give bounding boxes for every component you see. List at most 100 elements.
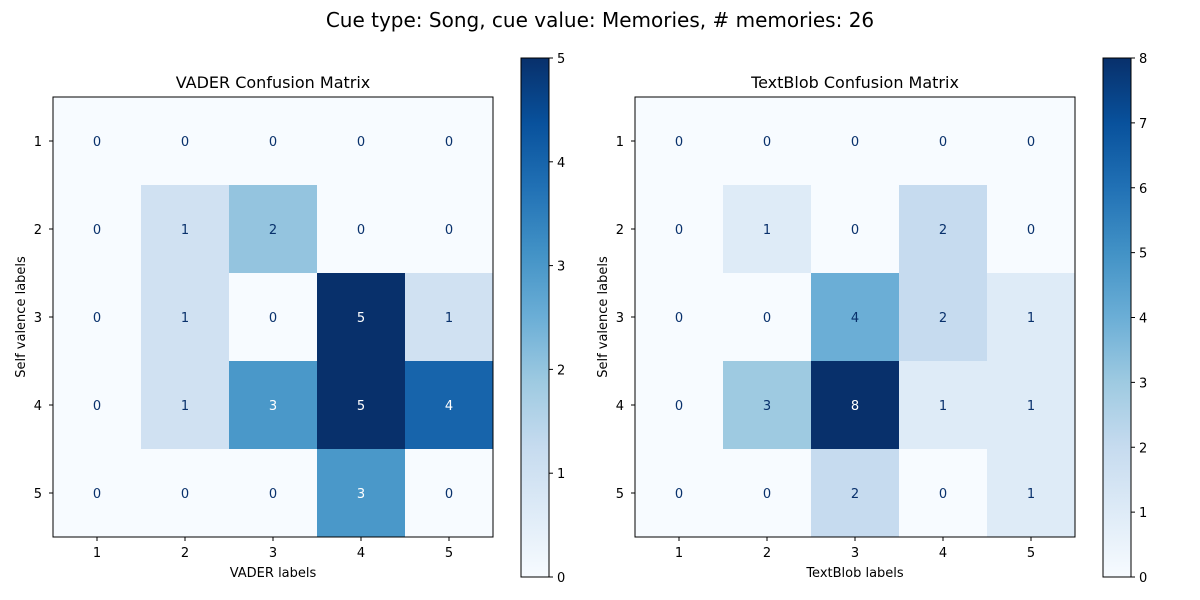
colorbar-tick-label: 7 <box>1139 117 1147 132</box>
heatmap-cell <box>811 273 899 361</box>
heatmap-cell <box>811 361 899 449</box>
cell-value-label: 0 <box>357 135 365 150</box>
heatmap-cell <box>141 97 229 185</box>
cell-value-label: 0 <box>445 135 453 150</box>
cell-value-label: 2 <box>269 223 277 238</box>
x-axis-label: TextBlob labels <box>805 566 904 581</box>
heatmap-cell <box>987 185 1075 273</box>
cell-value-label: 1 <box>939 399 947 414</box>
heatmap-cell <box>723 185 811 273</box>
y-axis-label: Self valence labels <box>596 256 611 378</box>
heatmap-cell <box>987 97 1075 185</box>
cell-value-label: 0 <box>269 311 277 326</box>
cell-value-label: 8 <box>851 399 859 414</box>
cell-value-label: 2 <box>939 223 947 238</box>
heatmap-cell <box>987 273 1075 361</box>
colorbar-tick-label: 5 <box>557 52 565 67</box>
colorbar <box>520 57 550 578</box>
cell-value-label: 3 <box>357 487 365 502</box>
heatmap-cell <box>317 361 405 449</box>
heatmap-cell <box>141 449 229 537</box>
cell-value-label: 0 <box>357 223 365 238</box>
y-tick-label: 4 <box>616 399 624 414</box>
heatmap-cell <box>899 361 987 449</box>
heatmap-cell <box>723 361 811 449</box>
colorbar-tick-label: 8 <box>1139 52 1147 67</box>
heatmap-cell <box>811 449 899 537</box>
y-tick-label: 3 <box>616 311 624 326</box>
cell-value-label: 4 <box>445 399 453 414</box>
cell-value-label: 0 <box>1027 135 1035 150</box>
heatmap-cell <box>723 449 811 537</box>
heatmap-cell <box>635 273 723 361</box>
cell-value-label: 0 <box>763 311 771 326</box>
colorbar-tick-label: 5 <box>1139 247 1147 262</box>
cell-value-label: 0 <box>93 135 101 150</box>
x-tick-label: 5 <box>445 546 453 561</box>
colorbar-tick-label: 4 <box>557 156 565 171</box>
cell-value-label: 1 <box>1027 311 1035 326</box>
heatmap-cell <box>141 273 229 361</box>
colorbar-tick-label: 2 <box>557 363 565 378</box>
heatmap-cell <box>405 449 493 537</box>
heatmap-cell <box>141 361 229 449</box>
cell-value-label: 0 <box>939 487 947 502</box>
heatmap-cell <box>635 185 723 273</box>
heatmap-cell <box>53 449 141 537</box>
cell-value-label: 1 <box>181 399 189 414</box>
cell-value-label: 2 <box>939 311 947 326</box>
heatmap-cell <box>229 273 317 361</box>
cell-value-label: 0 <box>93 311 101 326</box>
colorbar <box>1102 57 1132 578</box>
colorbar-tick-label: 2 <box>1139 441 1147 456</box>
x-tick-label: 4 <box>939 546 947 561</box>
heatmap-cell <box>141 185 229 273</box>
cell-value-label: 2 <box>851 487 859 502</box>
heatmap-cell <box>405 185 493 273</box>
colorbar-tick-label: 6 <box>1139 182 1147 197</box>
cell-value-label: 0 <box>269 487 277 502</box>
cell-value-label: 0 <box>851 135 859 150</box>
cell-value-label: 0 <box>675 399 683 414</box>
heatmap-cell <box>811 185 899 273</box>
cell-value-label: 5 <box>357 399 365 414</box>
heatmap-cell <box>899 449 987 537</box>
y-tick-label: 5 <box>34 487 42 502</box>
textblob-confusion-matrix-panel: 0 0 0 0 0 0 1 0 2 0 0 0 4 2 1 0 3 8 1 1 0 0 2 0 1 1 2 3 4 5 1 2 3 4 5 TextB… <box>596 52 1147 586</box>
x-tick-label: 2 <box>763 546 771 561</box>
x-tick-label: 5 <box>1027 546 1035 561</box>
y-tick-label: 2 <box>34 223 42 238</box>
heatmap-cell <box>635 97 723 185</box>
colorbar-tick-label: 4 <box>1139 312 1147 327</box>
cell-value-label: 0 <box>181 135 189 150</box>
cell-value-label: 0 <box>93 399 101 414</box>
heatmap-cell <box>53 97 141 185</box>
cell-value-label: 1 <box>181 311 189 326</box>
heatmap-cell <box>229 449 317 537</box>
vader-confusion-matrix-panel: 0 0 0 0 00 1 2 0 00 1 0 5 10 1 3 5 40 0 0 3 01 2 3 4 512345VADER… <box>14 52 565 586</box>
cell-value-label: 5 <box>357 311 365 326</box>
heatmap-cell <box>229 361 317 449</box>
heatmap-cell <box>229 97 317 185</box>
heatmap-cell <box>405 273 493 361</box>
panel-title: VADER Confusion Matrix <box>176 73 371 92</box>
cell-value-label: 0 <box>675 223 683 238</box>
cell-value-label: 0 <box>763 135 771 150</box>
cell-value-label: 0 <box>1027 223 1035 238</box>
cell-value-label: 0 <box>939 135 947 150</box>
heatmap-cell <box>317 185 405 273</box>
colorbar-tick-label: 3 <box>1139 376 1147 391</box>
heatmap-cell <box>987 361 1075 449</box>
x-tick-label: 1 <box>93 546 101 561</box>
y-tick-label: 1 <box>616 135 624 150</box>
cell-value-label: 0 <box>445 487 453 502</box>
cell-value-label: 0 <box>851 223 859 238</box>
heatmap-cell <box>405 361 493 449</box>
x-tick-label: 4 <box>357 546 365 561</box>
y-tick-label: 4 <box>34 399 42 414</box>
cell-value-label: 0 <box>675 311 683 326</box>
heatmap-cell <box>317 97 405 185</box>
heatmap-cell <box>811 97 899 185</box>
cell-value-label: 1 <box>1027 399 1035 414</box>
heatmap-cell <box>723 273 811 361</box>
